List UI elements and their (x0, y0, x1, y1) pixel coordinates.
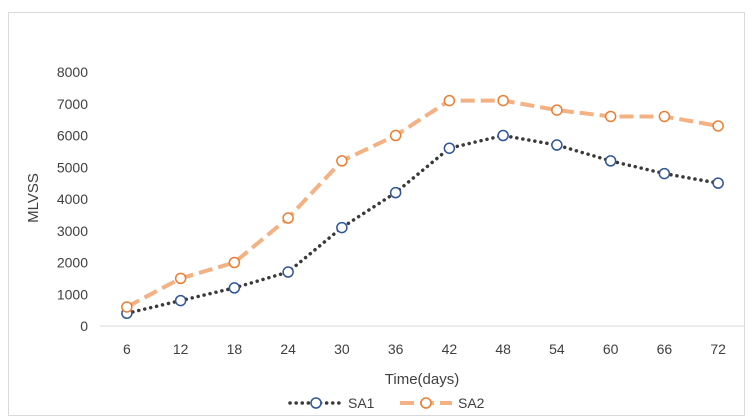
data-point (282, 212, 294, 224)
y-tick-label: 1000 (57, 286, 88, 302)
data-point (604, 110, 617, 123)
x-axis-title: Time(days) (385, 371, 459, 388)
x-tick-label: 48 (495, 341, 511, 357)
data-point (336, 155, 348, 167)
y-tick-label: 8000 (57, 64, 88, 80)
data-point (443, 142, 456, 154)
legend-marker (310, 397, 322, 409)
x-tick-label: 36 (388, 341, 404, 357)
data-point (551, 139, 563, 151)
y-tick-label: 7000 (57, 96, 88, 112)
data-point (604, 155, 617, 167)
chart-area (8, 12, 745, 416)
y-axis-ticks: 0 1000 2000 3000 4000 5000 6000 7000 8000 (57, 64, 88, 334)
data-point (228, 256, 241, 269)
data-point (712, 177, 724, 189)
data-point (228, 282, 241, 294)
data-point (497, 94, 509, 107)
data-point (712, 120, 724, 132)
x-tick-label: 66 (657, 341, 673, 357)
data-point (389, 186, 402, 199)
data-point (174, 294, 187, 307)
series-layer (121, 94, 724, 320)
data-point (389, 129, 402, 142)
legend-label: SA2 (458, 395, 485, 411)
series-sa2 (121, 94, 724, 313)
x-axis-ticks: 6 12 18 24 30 36 42 48 54 60 66 72 (123, 341, 726, 357)
x-tick-label: 60 (603, 341, 619, 357)
x-tick-label: 72 (710, 341, 726, 357)
y-tick-label: 5000 (57, 159, 88, 175)
legend: SA1 SA2 (288, 395, 485, 411)
x-tick-label: 30 (334, 341, 350, 357)
y-tick-label: 3000 (57, 223, 88, 239)
x-tick-label: 12 (173, 341, 189, 357)
legend-marker (420, 397, 432, 409)
y-tick-label: 4000 (57, 191, 88, 207)
data-point (658, 167, 671, 180)
data-point (336, 221, 348, 234)
series-line (125, 98, 719, 309)
x-tick-label: 6 (123, 341, 131, 357)
x-tick-label: 24 (280, 341, 296, 357)
y-axis-title: MLVSS (25, 173, 42, 223)
data-point (497, 129, 509, 142)
series-sa1 (121, 129, 724, 320)
x-tick-label: 54 (549, 341, 565, 357)
data-point (443, 94, 456, 107)
data-point (174, 272, 187, 285)
y-tick-label: 0 (80, 318, 88, 334)
series-line (125, 133, 720, 316)
data-point (658, 110, 671, 123)
legend-item-sa1: SA1 (288, 395, 375, 411)
data-point (121, 301, 133, 313)
data-point (551, 104, 563, 116)
data-point (282, 266, 294, 278)
y-tick-label: 6000 (57, 128, 88, 144)
y-tick-label: 2000 (57, 255, 88, 271)
legend-label: SA1 (348, 395, 375, 411)
x-tick-label: 42 (442, 341, 458, 357)
x-tick-label: 18 (227, 341, 243, 357)
legend-item-sa2: SA2 (400, 395, 485, 411)
